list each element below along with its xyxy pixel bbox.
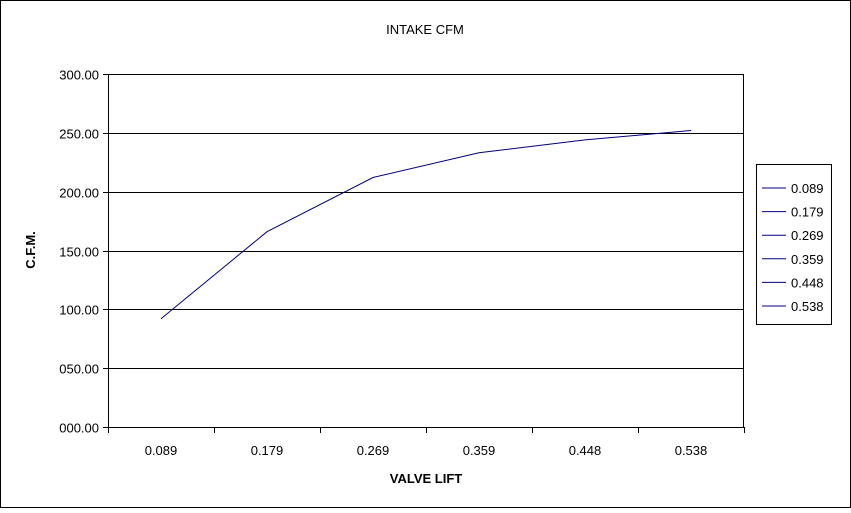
legend: 0.089 0.179 0.269 0.359 0.448 0.538 — [756, 164, 832, 325]
legend-box — [756, 164, 832, 325]
legend-label: 0.179 — [791, 205, 824, 220]
chart-title: INTAKE CFM — [386, 22, 464, 37]
x-tick-label: 0.448 — [569, 443, 602, 458]
data-point — [584, 138, 587, 141]
data-point — [266, 230, 269, 233]
x-axis-title: VALVE LIFT — [390, 471, 463, 486]
y-tick-label: 000.00 — [59, 421, 99, 436]
plot-area: 000.00 050.00 100.00 150.00 200.00 250.00 300.… — [59, 68, 745, 458]
legend-label: 0.448 — [791, 275, 824, 290]
legend-label: 0.089 — [791, 181, 824, 196]
data-point — [372, 176, 375, 179]
data-point — [160, 317, 163, 320]
x-tick-label: 0.538 — [675, 443, 708, 458]
y-tick-label: 250.00 — [59, 127, 99, 142]
legend-label: 0.269 — [791, 228, 824, 243]
y-tick-label: 050.00 — [59, 362, 99, 377]
y-tick-label: 100.00 — [59, 303, 99, 318]
x-tick-label: 0.359 — [463, 443, 496, 458]
data-point — [690, 129, 693, 132]
legend-label: 0.538 — [791, 299, 824, 314]
y-tick-label: 200.00 — [59, 186, 99, 201]
plot-background — [108, 74, 744, 427]
legend-label: 0.359 — [791, 252, 824, 267]
y-tick-label: 300.00 — [59, 68, 99, 83]
x-tick-label: 0.089 — [145, 443, 178, 458]
y-tick-label: 150.00 — [59, 245, 99, 260]
y-axis-title: C.F.M. — [23, 231, 38, 269]
series-line — [160, 130, 692, 320]
x-tick-label: 0.269 — [357, 443, 390, 458]
x-tick-label: 0.179 — [251, 443, 284, 458]
data-point — [478, 151, 481, 154]
